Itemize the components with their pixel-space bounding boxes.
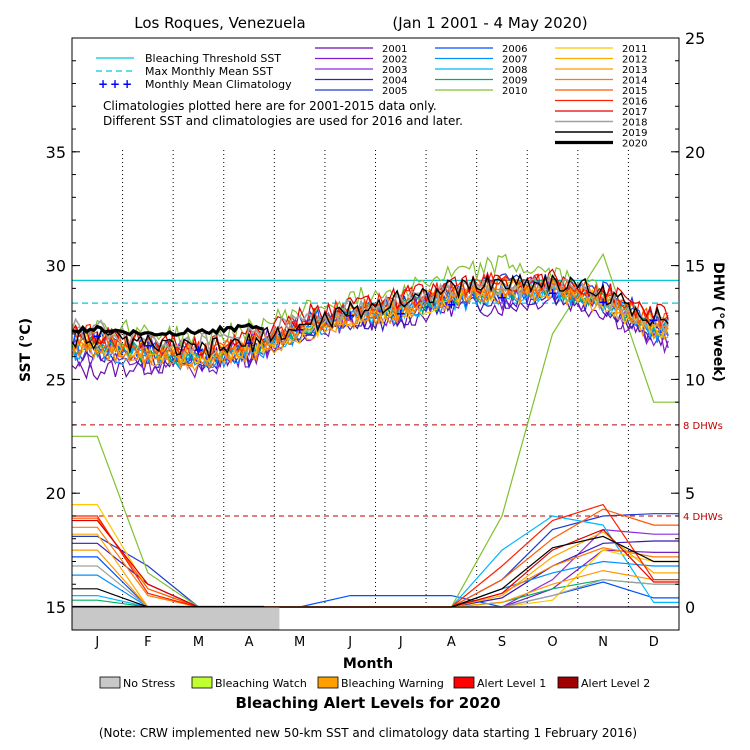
climatology-marker: + [193, 343, 203, 357]
sst-line-2019 [71, 272, 669, 359]
climatology-marker: + [244, 336, 254, 350]
climatology-marker: + [598, 295, 608, 309]
dhw-reference-label: 8 DHWs [683, 421, 723, 432]
legend-year-label: 2008 [502, 65, 527, 76]
legend-year-label: 2014 [622, 76, 647, 87]
legend-year-label: 2019 [622, 128, 647, 139]
y-axis-label-dhw: DHW (°C week) [710, 262, 726, 382]
sst-tick-label: 20 [46, 484, 66, 503]
dhw-tick-label: 5 [685, 484, 695, 503]
legend-year-label: 2004 [382, 76, 407, 87]
month-label: J [398, 635, 403, 650]
legend-year-label: 2016 [622, 97, 647, 108]
sst-series [71, 253, 669, 381]
sst-tick-label: 30 [46, 257, 66, 276]
climatology-marker: + [396, 306, 406, 320]
legend-year-label: 2002 [382, 55, 407, 66]
legend-year-label: 2015 [622, 86, 647, 97]
climatology-marker: + [143, 338, 153, 352]
alert-legend-swatch [557, 676, 579, 689]
alert-legend-label: No Stress [123, 677, 176, 690]
monthly-mean-climatology-markers: + + + + + + + + + + + + [92, 286, 658, 357]
month-label: S [498, 635, 506, 650]
legend-year-label: 2010 [502, 86, 527, 97]
legend-year-label: 2009 [502, 76, 527, 87]
climatology-note-line2: Different SST and climatologies are used… [103, 114, 463, 128]
month-label: A [447, 635, 456, 650]
sst-tick-label: 35 [46, 143, 66, 162]
month-label: O [547, 635, 557, 650]
alert-legend-swatch [99, 676, 121, 689]
sst-line-2015 [71, 274, 669, 361]
climatology-marker: + [345, 309, 355, 323]
month-label: D [649, 635, 659, 650]
alert-level-bar [72, 607, 280, 630]
chart-title-range: (Jan 1 2001 - 4 May 2020) [392, 14, 587, 32]
footnote: (Note: CRW implemented new 50-km SST and… [99, 726, 637, 740]
alert-legend-label: Alert Level 2 [581, 677, 650, 690]
climatology-marker: + [295, 322, 305, 336]
alert-legend-label: Bleaching Watch [215, 677, 307, 690]
legend-year-label: 2007 [502, 55, 527, 66]
month-grid [122, 150, 629, 607]
climatology-marker: + [649, 313, 659, 327]
climatology-marker: + [548, 286, 558, 300]
x-axis-label: Month [343, 656, 393, 672]
dhw-tick-label: 25 [685, 29, 705, 48]
climatology-marker: + [92, 329, 102, 343]
legend-label: Bleaching Threshold SST [145, 52, 281, 65]
sst-tick-label: 15 [46, 598, 66, 617]
legend-marker: +++ [98, 77, 134, 91]
month-label: N [598, 635, 608, 650]
alert-legend-label: Alert Level 1 [477, 677, 546, 690]
month-label: A [245, 635, 254, 650]
legend-year-label: 2003 [382, 65, 407, 76]
sst-line-2008 [71, 279, 669, 368]
y-axis-label-sst: SST (°C) [18, 318, 34, 382]
month-label: J [347, 635, 352, 650]
alert-legend-swatch [317, 676, 339, 689]
legend-label: Max Monthly Mean SST [145, 65, 273, 78]
alert-legend-swatch [453, 676, 475, 689]
alert-legend-title: Bleaching Alert Levels for 2020 [235, 694, 500, 712]
alert-segment [72, 607, 280, 630]
sst-tick-label: 25 [46, 370, 66, 389]
climatology-note-line1: Climatologies plotted here are for 2001-… [103, 99, 437, 113]
dhw-tick-label: 15 [685, 257, 705, 276]
sst-line-2020 [71, 322, 264, 337]
legend-year-label: 2018 [622, 118, 647, 129]
climatology-marker: + [497, 290, 507, 304]
dhw-tick-label: 10 [685, 370, 705, 389]
legend-year-label: 2020 [622, 139, 647, 150]
legend-label: Monthly Mean Climatology [145, 78, 292, 91]
alert-legend-swatch [191, 676, 213, 689]
alert-legend: No Stress Bleaching Watch Bleaching Warnin… [99, 676, 650, 690]
month-label: M [294, 635, 305, 650]
chart-title-location: Los Roques, Venezuela [134, 14, 305, 32]
dhw-reference-label: 4 DHWs [683, 512, 723, 523]
month-label: M [193, 635, 204, 650]
legend-year-label: 2005 [382, 86, 407, 97]
dhw-tick-label: 0 [685, 598, 695, 617]
legend-year-label: 2011 [622, 44, 647, 55]
legend-year-label: 2012 [622, 55, 647, 66]
alert-legend-label: Bleaching Warning [341, 677, 444, 690]
month-label: J [94, 635, 99, 650]
legend-year-label: 2001 [382, 44, 407, 55]
dhw-axis: 0 5 10 15 20 25 [671, 29, 705, 617]
legend-year-label: 2006 [502, 44, 527, 55]
legend-year-label: 2017 [622, 107, 647, 118]
climatology-marker: + [446, 297, 456, 311]
legend-year-label: 2013 [622, 65, 647, 76]
sst-axis: 15 20 25 30 35 [46, 37, 80, 617]
month-label: F [144, 635, 151, 650]
dhw-tick-label: 20 [685, 143, 705, 162]
